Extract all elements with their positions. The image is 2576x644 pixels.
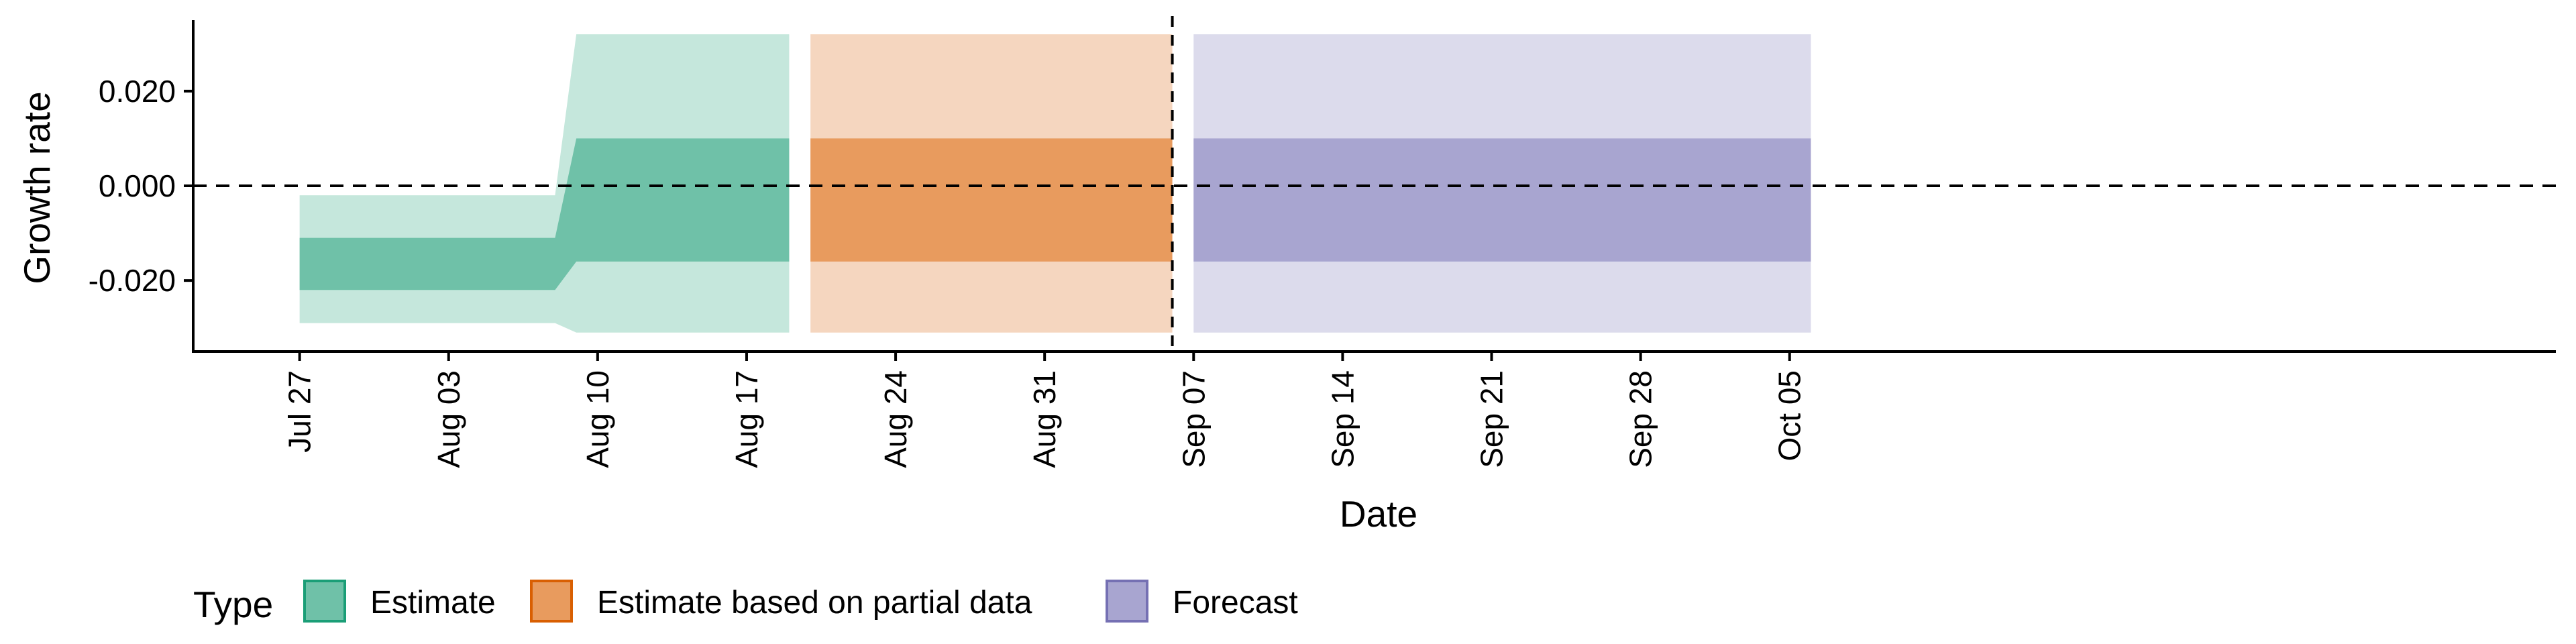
legend-key-estimate-based-on-partial-data [530,580,573,623]
reference-lines [193,16,2556,352]
legend-key-forecast [1106,580,1148,623]
x-tick-label: Sep 14 [1325,370,1360,468]
estimate-inner-band [299,138,790,290]
x-tick-label: Aug 10 [580,370,615,468]
y-tick-label: 0.000 [99,168,176,203]
y-tick-label: 0.020 [99,74,176,109]
x-axis-ticks: Jul 27 Aug 03 Aug 10 Aug 17 Aug 24 Aug 31 Sep … [282,352,1807,468]
legend-label-forecast: Forecast [1173,585,1298,621]
x-tick-label: Sep 07 [1176,370,1211,468]
x-tick-label: Jul 27 [282,370,317,453]
estimate-based-on-partial-data-inner-band [810,138,1173,262]
legend-key-estimate [303,580,346,623]
y-axis-ticks: -0.020 0.000 0.020 [89,74,193,298]
legend-title: Type [193,584,273,625]
y-axis-title: Growth rate [16,91,58,284]
x-tick-label: Aug 31 [1027,370,1062,468]
series-bands [299,34,1811,333]
y-tick-label: -0.020 [89,263,176,298]
legend-label-estimate-based-on-partial-data: Estimate based on partial data [597,585,1032,621]
x-tick-label: Sep 21 [1474,370,1509,468]
x-tick-label: Sep 28 [1623,370,1658,468]
x-tick-label: Oct 05 [1772,370,1807,462]
x-tick-label: Aug 24 [878,370,913,468]
legend: Type Estimate Estimate based on partial d… [193,580,1298,625]
plot-area: -0.020 0.000 0.020 Jul 27 Aug 03 Aug 10 Aug 1… [89,16,2556,468]
legend-label-estimate: Estimate [370,585,496,621]
x-tick-label: Aug 03 [431,370,466,468]
x-axis-title: Date [1340,493,1417,535]
x-tick-label: Aug 17 [729,370,764,468]
forecast-inner-band [1193,138,1811,262]
